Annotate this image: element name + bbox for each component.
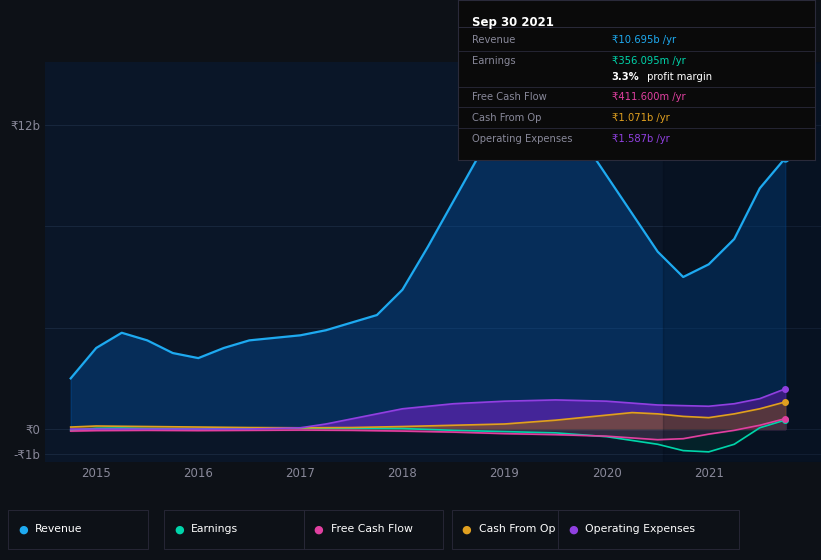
Text: ●: ● (314, 524, 323, 534)
Text: ₹1.587b /yr: ₹1.587b /yr (612, 134, 669, 144)
Text: ●: ● (568, 524, 578, 534)
Text: Revenue: Revenue (472, 35, 516, 45)
Bar (663, 62, 821, 462)
Text: ₹10.695b /yr: ₹10.695b /yr (612, 35, 676, 45)
Text: Operating Expenses: Operating Expenses (472, 134, 573, 144)
Text: ●: ● (18, 524, 28, 534)
Text: Earnings: Earnings (472, 55, 516, 66)
Text: Free Cash Flow: Free Cash Flow (331, 524, 413, 534)
Text: ₹356.095m /yr: ₹356.095m /yr (612, 55, 686, 66)
Text: Earnings: Earnings (191, 524, 238, 534)
Text: Cash From Op: Cash From Op (472, 113, 542, 123)
Text: ●: ● (174, 524, 184, 534)
Text: Free Cash Flow: Free Cash Flow (472, 92, 547, 102)
Text: Cash From Op: Cash From Op (479, 524, 555, 534)
Text: ₹1.071b /yr: ₹1.071b /yr (612, 113, 669, 123)
Text: 3.3%: 3.3% (612, 72, 640, 82)
Text: ₹411.600m /yr: ₹411.600m /yr (612, 92, 686, 102)
Text: Operating Expenses: Operating Expenses (585, 524, 695, 534)
Text: Sep 30 2021: Sep 30 2021 (472, 16, 554, 29)
Text: Revenue: Revenue (35, 524, 83, 534)
Text: profit margin: profit margin (644, 72, 712, 82)
Text: ●: ● (461, 524, 471, 534)
